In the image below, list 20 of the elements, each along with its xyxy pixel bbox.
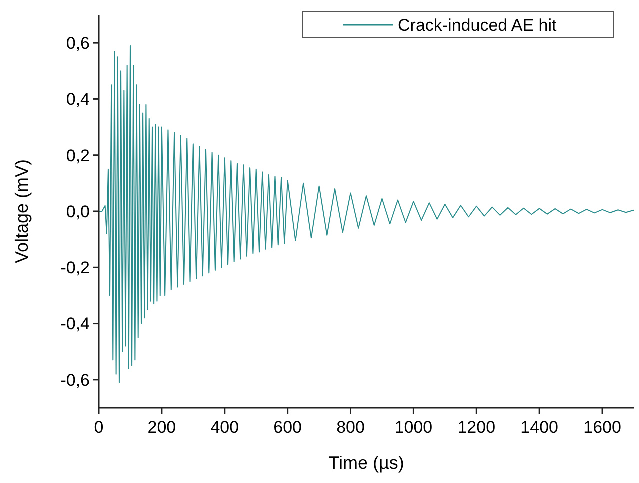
line-series [98, 45, 634, 384]
y-tick-label: 0,2 [66, 146, 90, 166]
y-tick-label: -0,2 [60, 258, 90, 278]
x-tick-label: 800 [336, 418, 365, 437]
y-axis-title: Voltage (mV) [12, 159, 32, 264]
x-tick-label: 600 [274, 418, 302, 437]
x-tick-label: 0 [94, 418, 104, 437]
y-tick-label: -0,6 [60, 370, 90, 390]
x-tick-label: 1000 [394, 418, 433, 437]
y-tick-label: 0,0 [66, 202, 90, 222]
x-tick-label: 400 [210, 418, 240, 437]
x-tick-label: 1400 [520, 418, 558, 437]
x-tick-label: 200 [148, 418, 176, 437]
x-tick-label: 1200 [458, 418, 496, 437]
x-tick-label: 1600 [584, 418, 622, 437]
y-tick-label: -0,4 [60, 314, 90, 334]
legend-label: Crack-induced AE hit [398, 16, 558, 35]
x-axis-title: Time (µs) [328, 453, 404, 473]
y-tick-label: 0,6 [66, 34, 90, 54]
y-tick-label: 0,4 [66, 90, 90, 110]
